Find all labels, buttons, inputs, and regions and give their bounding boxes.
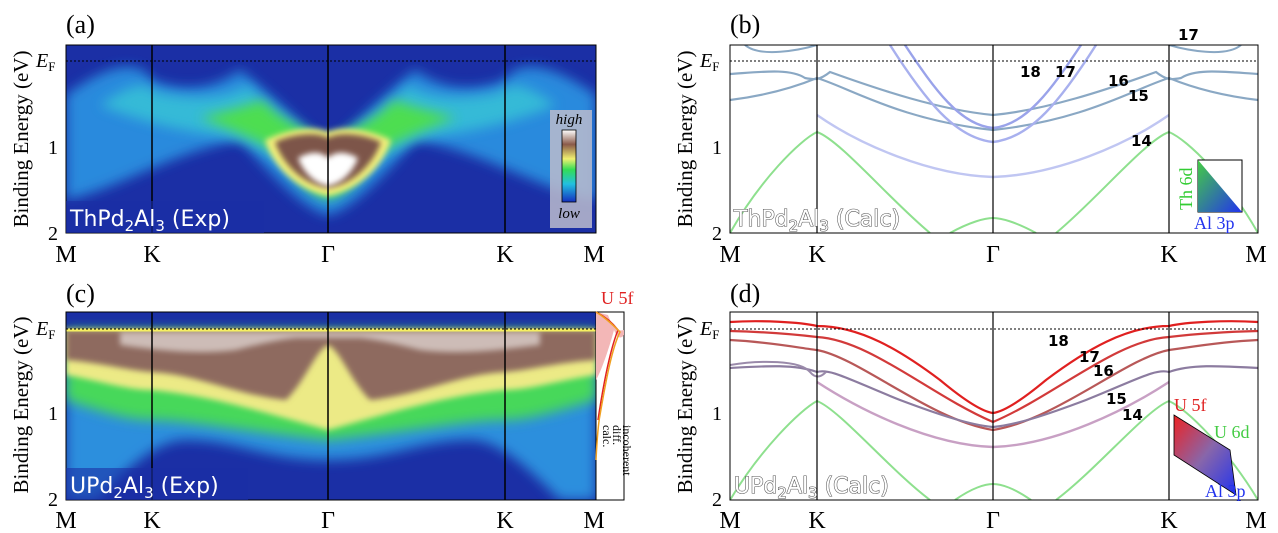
ytick-c-2: 2 [48, 489, 58, 511]
xtick-c-k1: K [143, 508, 161, 533]
edc-legend-incoherent: incoherent [620, 425, 634, 476]
plot-area-b [730, 45, 1258, 233]
ef-label-d: EF [699, 318, 719, 342]
band-label-b-16: 16 [1108, 72, 1129, 90]
band-label-d-18: 18 [1048, 332, 1069, 350]
ytick-c-1: 1 [48, 403, 58, 425]
xtick-c-m2: M [583, 508, 604, 533]
plot-area-d [730, 312, 1258, 500]
band-label-d-15: 15 [1106, 390, 1127, 408]
sample-bg-c [66, 468, 248, 500]
ef-label-b: EF [699, 50, 719, 74]
xtick-b-k2: K [1160, 242, 1178, 268]
axes-frame-a [65, 44, 597, 234]
panel-a: (a) high low ThPd2Al3 (Exp) Binding Ener… [9, 10, 605, 268]
xtick-a-m2: M [583, 242, 604, 268]
xtick-b-gamma: Γ [986, 242, 1000, 268]
xtick-b-k1: K [808, 242, 826, 268]
panel-d: (d) 18 17 16 15 14 U 5f U 6d Al 3p UP [673, 279, 1267, 533]
xtick-c-k2: K [496, 508, 514, 533]
axes-frame-b [729, 44, 1259, 234]
orbital-triangle-d [1173, 414, 1237, 496]
orbital-al3p-label-b: Al 3p [1194, 213, 1235, 233]
xtick-d-m2: M [1245, 508, 1266, 533]
xtick-d-k2: K [1160, 508, 1178, 533]
edc-legend-diff: diff. [610, 425, 624, 445]
band-label-d-17: 17 [1079, 348, 1100, 366]
panel-label-c: (c) [66, 279, 95, 308]
ytick-b-1: 1 [712, 137, 722, 159]
ytick-b-2: 2 [712, 223, 722, 245]
ef-label-a: EF [35, 50, 55, 74]
colorbar-high-label: high [556, 112, 583, 128]
band-label-b-15: 15 [1128, 87, 1149, 105]
band-label-b-17: 17 [1055, 63, 1076, 81]
heat-teal-a [100, 85, 556, 200]
sample-label-a: ThPd2Al3 (Exp) [69, 207, 230, 235]
ytick-d-1: 1 [712, 403, 722, 425]
orbital-u5f-label: U 5f [1174, 395, 1207, 415]
panel-label-a: (a) [66, 10, 95, 39]
ytick-d-2: 2 [712, 489, 722, 511]
band-label-b-14: 14 [1131, 132, 1152, 150]
edc-title: U 5f [601, 288, 634, 308]
xtick-d-k1: K [808, 508, 826, 533]
ef-label-c: EF [35, 318, 55, 342]
orbital-th6d-label: Th 6d [1176, 168, 1196, 211]
xtick-a-k2: K [496, 242, 514, 268]
panel-label-b: (b) [730, 10, 760, 39]
orbital-u6d-label: U 6d [1214, 422, 1250, 442]
sample-label-c: UPd2Al3 (Exp) [70, 474, 219, 502]
ytick-a-1: 1 [48, 137, 58, 159]
sample-label-d: UPd2Al3 (Calc) [734, 474, 889, 502]
xtick-a-gamma: Γ [321, 242, 335, 268]
panel-label-d: (d) [730, 279, 760, 308]
xtick-c-m1: M [55, 508, 76, 533]
ylabel-d: Binding Energy (eV) [673, 317, 697, 494]
ylabel-b: Binding Energy (eV) [673, 51, 697, 228]
xtick-b-m2: M [1245, 242, 1266, 268]
edc-legend: diff. calc. incoherent [600, 425, 634, 476]
ylabel-a: Binding Energy (eV) [9, 51, 33, 228]
panel-b: (b) 18 17 16 15 14 17 [673, 10, 1267, 268]
band-label-b-17-top: 17 [1178, 26, 1199, 44]
axes-frame-d [729, 311, 1259, 501]
ylabel-c: Binding Energy (eV) [9, 317, 33, 494]
colorbar-low-label: low [558, 206, 580, 222]
band-label-b-18: 18 [1020, 63, 1041, 81]
edc-diff [595, 311, 621, 461]
colorbar [561, 129, 577, 203]
heat-white-c [120, 332, 540, 353]
xtick-c-gamma: Γ [321, 508, 335, 533]
orbital-al3p-label-d: Al 3p [1205, 481, 1246, 501]
band-label-d-14: 14 [1122, 406, 1143, 424]
sample-label-b: ThPd2Al3 (Calc) [733, 207, 900, 235]
panel-c: (c) U 5f diff. calc. incoherent UPd2Al3 … [9, 279, 634, 533]
edc-legend-calc: calc. [600, 425, 614, 447]
sample-bg-a [66, 201, 264, 233]
xtick-a-m1: M [55, 242, 76, 268]
ytick-a-2: 2 [48, 223, 58, 245]
xtick-a-k1: K [143, 242, 161, 268]
xtick-b-m1: M [719, 242, 740, 268]
orbital-triangle-b [1198, 160, 1242, 212]
band-label-d-16: 16 [1093, 362, 1114, 380]
xtick-d-m1: M [719, 508, 740, 533]
xtick-d-gamma: Γ [986, 508, 1000, 533]
